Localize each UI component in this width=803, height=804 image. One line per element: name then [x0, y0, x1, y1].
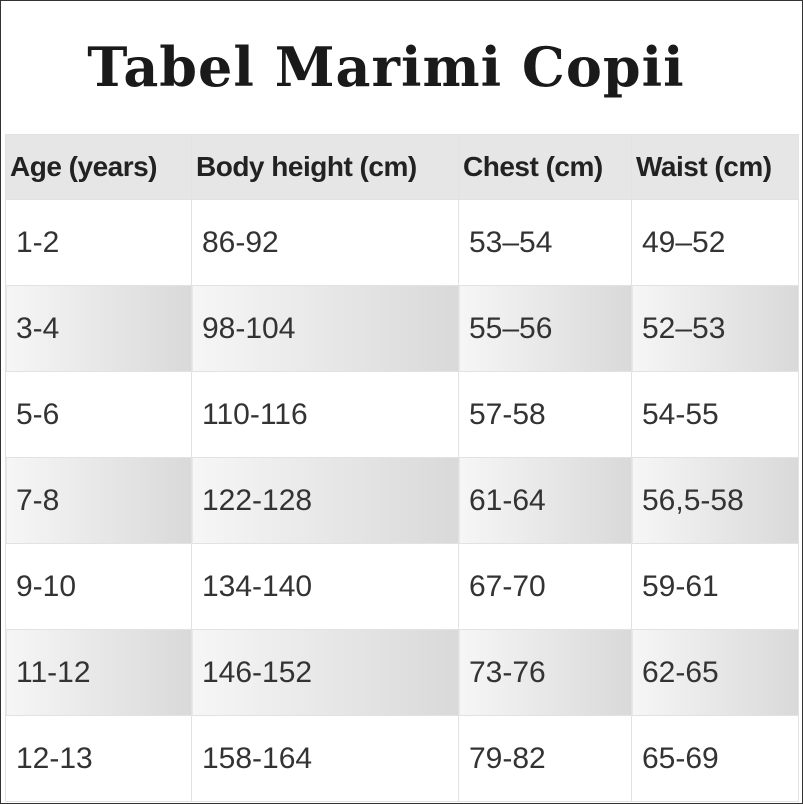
- column-header: Body height (cm): [191, 134, 459, 200]
- table-cell: 56,5-58: [631, 457, 799, 544]
- column-header: Chest (cm): [458, 134, 632, 200]
- table-cell: 65-69: [631, 715, 799, 802]
- table-cell: 49–52: [631, 199, 799, 286]
- table-cell: 3-4: [5, 285, 192, 372]
- table-cell: 9-10: [5, 543, 192, 630]
- column-header: Age (years): [5, 134, 192, 200]
- title: Tabel Marimi Copii: [87, 35, 685, 99]
- table-cell: 98-104: [191, 285, 459, 372]
- table-row: 5-6 110-116 57-58 54-55: [5, 371, 799, 458]
- table-cell: 1-2: [5, 199, 192, 286]
- table-row: 11-12 146-152 73-76 62-65: [5, 629, 799, 716]
- table-cell: 54-55: [631, 371, 799, 458]
- table-body: 1-2 86-92 53–54 49–52 3-4 98-104 55–56 52–53 5-6…: [5, 199, 799, 802]
- table-row: 3-4 98-104 55–56 52–53: [5, 285, 799, 372]
- table-cell: 52–53: [631, 285, 799, 372]
- header-row: Age (years) Body height (cm) Chest (cm) Wai…: [5, 134, 799, 200]
- table-cell: 79-82: [458, 715, 632, 802]
- table-cell: 59-61: [631, 543, 799, 630]
- table-row: 9-10 134-140 67-70 59-61: [5, 543, 799, 630]
- column-header: Waist (cm): [631, 134, 799, 200]
- table-cell: 57-58: [458, 371, 632, 458]
- table-cell: 134-140: [191, 543, 459, 630]
- table-cell: 55–56: [458, 285, 632, 372]
- table-cell: 62-65: [631, 629, 799, 716]
- table-cell: 73-76: [458, 629, 632, 716]
- table-cell: 158-164: [191, 715, 459, 802]
- table-cell: 5-6: [5, 371, 192, 458]
- table-cell: 11-12: [5, 629, 192, 716]
- table-cell: 7-8: [5, 457, 192, 544]
- table-cell: 12-13: [5, 715, 192, 802]
- table-cell: 146-152: [191, 629, 459, 716]
- table-row: 12-13 158-164 79-82 65-69: [5, 715, 799, 802]
- table-cell: 122-128: [191, 457, 459, 544]
- table-cell: 86-92: [191, 199, 459, 286]
- size-table: Age (years) Body height (cm) Chest (cm) Wai…: [5, 134, 799, 802]
- table-row: 1-2 86-92 53–54 49–52: [5, 199, 799, 286]
- table-cell: 67-70: [458, 543, 632, 630]
- table-row: 7-8 122-128 61-64 56,5-58: [5, 457, 799, 544]
- table-cell: 110-116: [191, 371, 459, 458]
- table-cell: 61-64: [458, 457, 632, 544]
- table-cell: 53–54: [458, 199, 632, 286]
